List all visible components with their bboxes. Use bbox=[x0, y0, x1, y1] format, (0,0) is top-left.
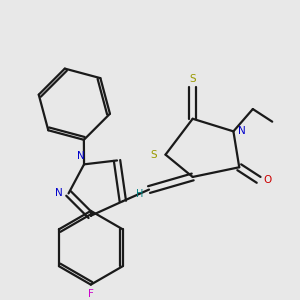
Text: S: S bbox=[150, 150, 157, 160]
Text: N: N bbox=[55, 188, 63, 198]
Text: S: S bbox=[189, 74, 196, 84]
Text: N: N bbox=[77, 151, 85, 161]
Text: H: H bbox=[136, 189, 143, 199]
Text: O: O bbox=[263, 175, 272, 185]
Text: F: F bbox=[88, 289, 94, 299]
Text: N: N bbox=[238, 126, 246, 136]
